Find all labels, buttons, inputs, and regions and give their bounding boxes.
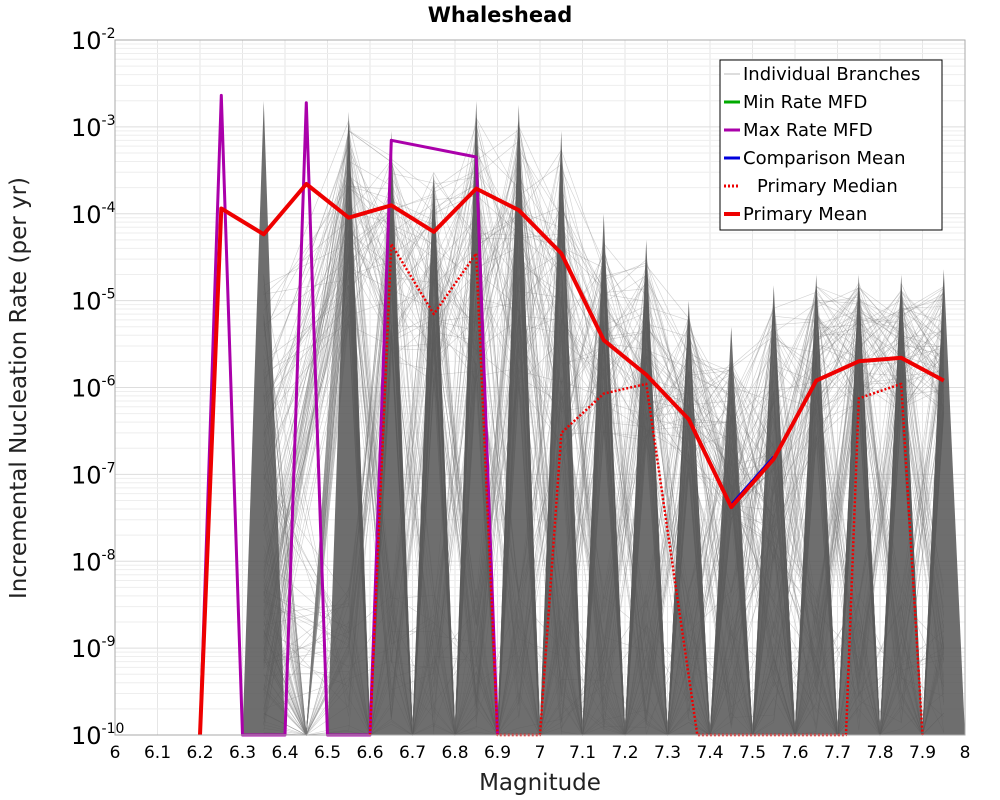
x-tick-label: 6.1 [144,743,171,763]
x-axis-ticks: 6 6.1 6.2 6.3 6.4 6.5 6.6 6.7 6.8 6.9 7 7.1 7.2 7.3 7.… [110,743,971,763]
branch-spike [752,285,795,735]
x-tick-label: 6.9 [484,743,511,763]
legend-label: Min Rate MFD [743,92,867,113]
y-axis-label: Incremental Nucleation Rate (per yr) [6,177,32,599]
legend: Individual Branches Min Rate MFD Max Rate … [719,59,943,231]
x-tick-label: 7.9 [909,743,936,763]
branch-spike [455,100,498,735]
x-tick-label: 6.7 [399,743,426,763]
branch-line [263,179,945,737]
x-tick-label: 7 [535,743,546,763]
branch-spike [625,239,668,735]
y-tick-label: 10-5 [71,287,116,316]
x-tick-label: 7.6 [781,743,808,763]
branch-spike [837,274,880,735]
branch-spike [540,130,583,735]
y-tick-label: 10-6 [71,374,116,403]
max-rate-mfd-line [198,93,499,737]
branch-spike [582,213,625,735]
x-tick-label: 6.6 [356,743,383,763]
x-tick-label: 6.8 [441,743,468,763]
legend-label: Primary Mean [743,204,867,225]
branch-spike [327,111,370,735]
x-tick-label: 8 [960,743,971,763]
y-tick-label: 10-10 [71,721,124,750]
branch-spike [710,326,753,735]
y-axis-ticks: 10-10 10-9 10-8 10-7 10-6 10-5 10-4 10-3 10-2 [71,26,124,750]
branch-spike [880,274,923,735]
chart-title: Whaleshead [428,3,573,27]
y-tick-label: 10-9 [71,634,116,663]
branch-spike [922,269,965,735]
y-tick-label: 10-8 [71,547,116,576]
x-tick-label: 7.3 [654,743,681,763]
y-tick-label: 10-2 [71,26,116,55]
x-tick-label: 7.7 [824,743,851,763]
x-tick-label: 6.2 [186,743,213,763]
y-tick-label: 10-3 [71,113,116,142]
branch-spike [242,100,285,735]
branch-line [263,252,944,736]
primary-mean-line [198,182,945,736]
legend-label: Primary Median [757,176,898,197]
legend-box [719,59,943,231]
x-tick-label: 7.5 [739,743,766,763]
primary-median-line [368,242,924,737]
x-tick-label: 7.2 [611,743,638,763]
branch-spike [370,130,413,735]
branch-spike [412,172,455,735]
x-tick-label: 6.5 [314,743,341,763]
branch-spike [497,104,540,736]
x-tick-label: 6.3 [229,743,256,763]
x-tick-label: 6.4 [271,743,298,763]
branch-spike [667,300,710,735]
x-tick-label: 6 [110,743,121,763]
legend-label: Max Rate MFD [743,120,873,141]
legend-label: Comparison Mean [743,148,906,169]
x-axis-label: Magnitude [479,770,601,796]
branch-spike [795,274,838,735]
x-tick-label: 7.1 [569,743,596,763]
series-lines [198,93,945,737]
legend-label: Individual Branches [743,64,920,85]
x-tick-label: 7.8 [866,743,893,763]
y-tick-label: 10-4 [71,200,116,229]
x-tick-label: 7.4 [696,743,723,763]
plot-frame [114,39,966,736]
y-tick-label: 10-7 [71,460,116,489]
